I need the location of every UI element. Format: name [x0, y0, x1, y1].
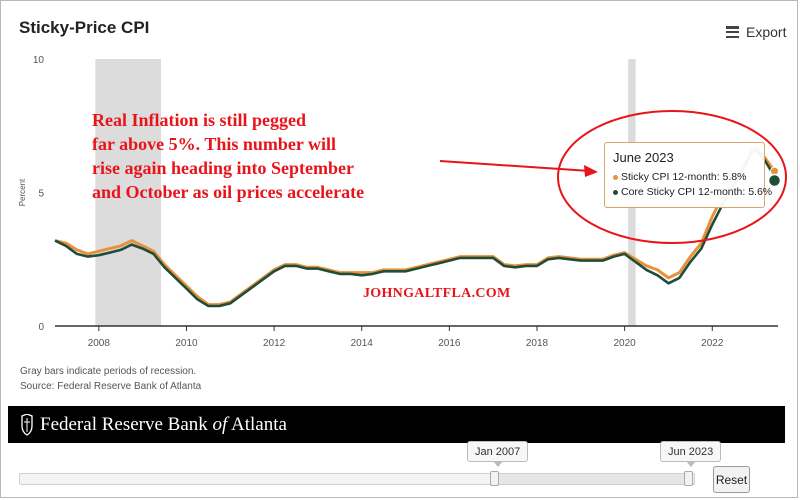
fed-logo: Federal Reserve Bank of Atlanta	[20, 413, 287, 436]
annotation-line: and October as oil prices accelerate	[92, 182, 365, 202]
annotation-circle	[557, 110, 787, 244]
source-footnote: Source: Federal Reserve Bank of Atlanta	[20, 381, 202, 392]
annotation-line: rise again heading into September	[92, 158, 355, 178]
chart-title: Sticky-Price CPI	[19, 18, 150, 37]
legend-dot-icon	[613, 189, 618, 195]
legend-dot-icon	[613, 174, 618, 180]
eagle-icon	[21, 413, 33, 436]
x-tick-label: 2022	[701, 338, 724, 349]
x-tick-label: 2020	[614, 338, 637, 349]
annotation-line: Real Inflation is still pegged	[92, 110, 307, 130]
reset-button[interactable]: Reset	[713, 466, 750, 493]
annotation-arrow-head	[584, 165, 598, 177]
series-line	[54, 148, 776, 308]
x-tick-label: 2010	[175, 338, 198, 349]
tooltip-title: June 2023	[613, 150, 674, 165]
range-slider-selection[interactable]	[495, 473, 689, 485]
annotation-text: Real Inflation is still pegged far above…	[92, 108, 364, 204]
tooltip-row: Core Sticky CPI 12-month: 5.6%	[613, 185, 772, 200]
x-tick-label: 2018	[526, 338, 549, 349]
x-tick-label: 2008	[88, 338, 111, 349]
annotation-line: far above 5%. This number will	[92, 134, 337, 154]
chart-tooltip: June 2023 Sticky CPI 12-month: 5.8% Core…	[604, 142, 772, 208]
tooltip-row: Sticky CPI 12-month: 5.8%	[613, 170, 756, 185]
y-tick-label: 10	[33, 55, 45, 66]
hamburger-menu-icon	[726, 26, 739, 38]
series-end-marker	[767, 173, 782, 188]
x-tick-label: 2016	[438, 338, 461, 349]
range-start-handle[interactable]	[490, 471, 499, 486]
fed-banner: Federal Reserve Bank of Atlanta	[8, 406, 785, 443]
watermark-text: JOHNGALTFLA.COM	[363, 286, 511, 301]
range-start-label: Jan 2007	[467, 441, 529, 467]
y-axis-label: Percent	[18, 178, 27, 206]
annotation-arrow-line	[439, 160, 591, 172]
banner-italic: of	[212, 413, 228, 435]
x-tick-label: 2012	[263, 338, 286, 349]
export-button[interactable]: Export	[726, 24, 786, 40]
banner-title: Federal Reserve Bank of Atlanta	[40, 414, 287, 436]
recession-footnote: Gray bars indicate periods of recession.	[20, 366, 197, 377]
recession-bar	[95, 59, 162, 326]
range-end-handle[interactable]	[684, 471, 693, 486]
y-tick-label: 0	[38, 322, 44, 333]
x-tick-label: 2014	[351, 338, 374, 349]
tooltip-row-label: Core Sticky CPI 12-month: 5.6%	[621, 186, 773, 198]
tooltip-row-label: Sticky CPI 12-month: 5.8%	[621, 171, 747, 183]
banner-suffix: Atlanta	[227, 413, 287, 435]
y-tick-label: 5	[38, 189, 44, 200]
banner-prefix: Federal Reserve Bank	[40, 413, 213, 435]
range-end-label: Jun 2023	[660, 441, 722, 467]
export-label: Export	[746, 24, 787, 40]
